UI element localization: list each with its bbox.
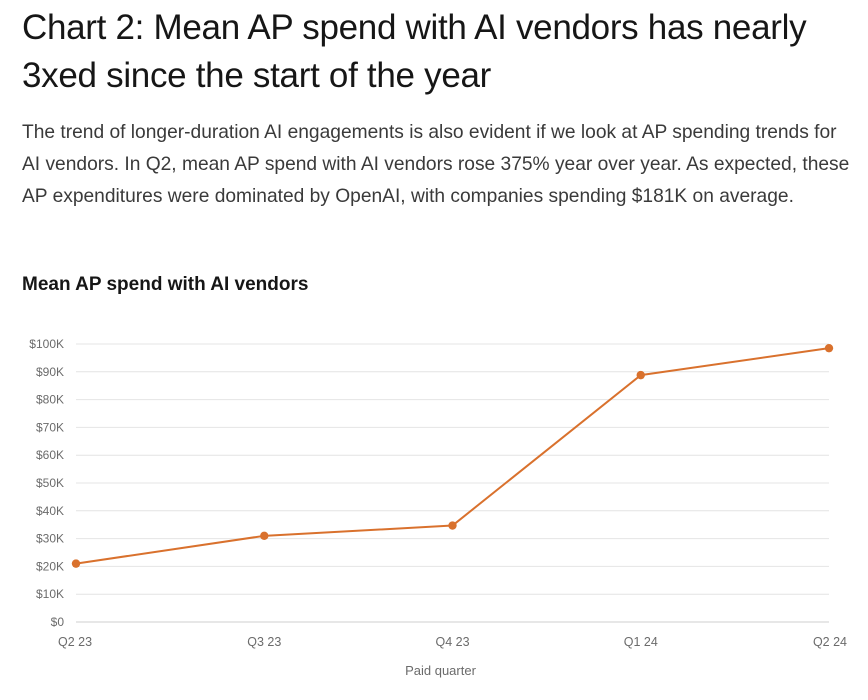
x-axis-label: Paid quarter xyxy=(405,663,476,678)
data-point xyxy=(260,531,269,541)
chart-title: Mean AP spend with AI vendors xyxy=(22,274,309,295)
x-tick-label: Q2 24 xyxy=(813,635,847,649)
y-tick-label: $0 xyxy=(51,615,65,629)
data-point xyxy=(71,559,81,568)
y-tick-label: $100K xyxy=(29,337,64,351)
y-tick-label: $30K xyxy=(36,532,64,546)
x-tick-label: Q1 24 xyxy=(624,635,658,649)
series-line xyxy=(75,347,830,565)
line-chart: $0 $10K $20K $30K $40K $50K $60K $70K $80K $90K $1… xyxy=(29,337,847,678)
y-tick-label: $20K xyxy=(36,559,64,573)
y-tick-label: $90K xyxy=(36,365,64,379)
y-tick-label: $60K xyxy=(36,448,64,462)
y-tick-label: $50K xyxy=(36,476,64,490)
x-tick-label: Q2 23 xyxy=(58,635,92,649)
intro-paragraph: The trend of longer-duration AI engageme… xyxy=(22,122,850,207)
y-tick-label: $70K xyxy=(36,420,64,434)
y-tick-label: $80K xyxy=(36,393,64,407)
x-tick-label: Q4 23 xyxy=(435,635,469,649)
page-title: Chart 2: Mean AP spend with AI vendors h… xyxy=(22,8,807,95)
data-point xyxy=(448,521,457,530)
data-point xyxy=(636,370,645,380)
y-tick-label: $10K xyxy=(36,587,64,601)
x-tick-label: Q3 23 xyxy=(247,635,281,649)
y-tick-label: $40K xyxy=(36,504,64,518)
data-point xyxy=(824,343,834,353)
